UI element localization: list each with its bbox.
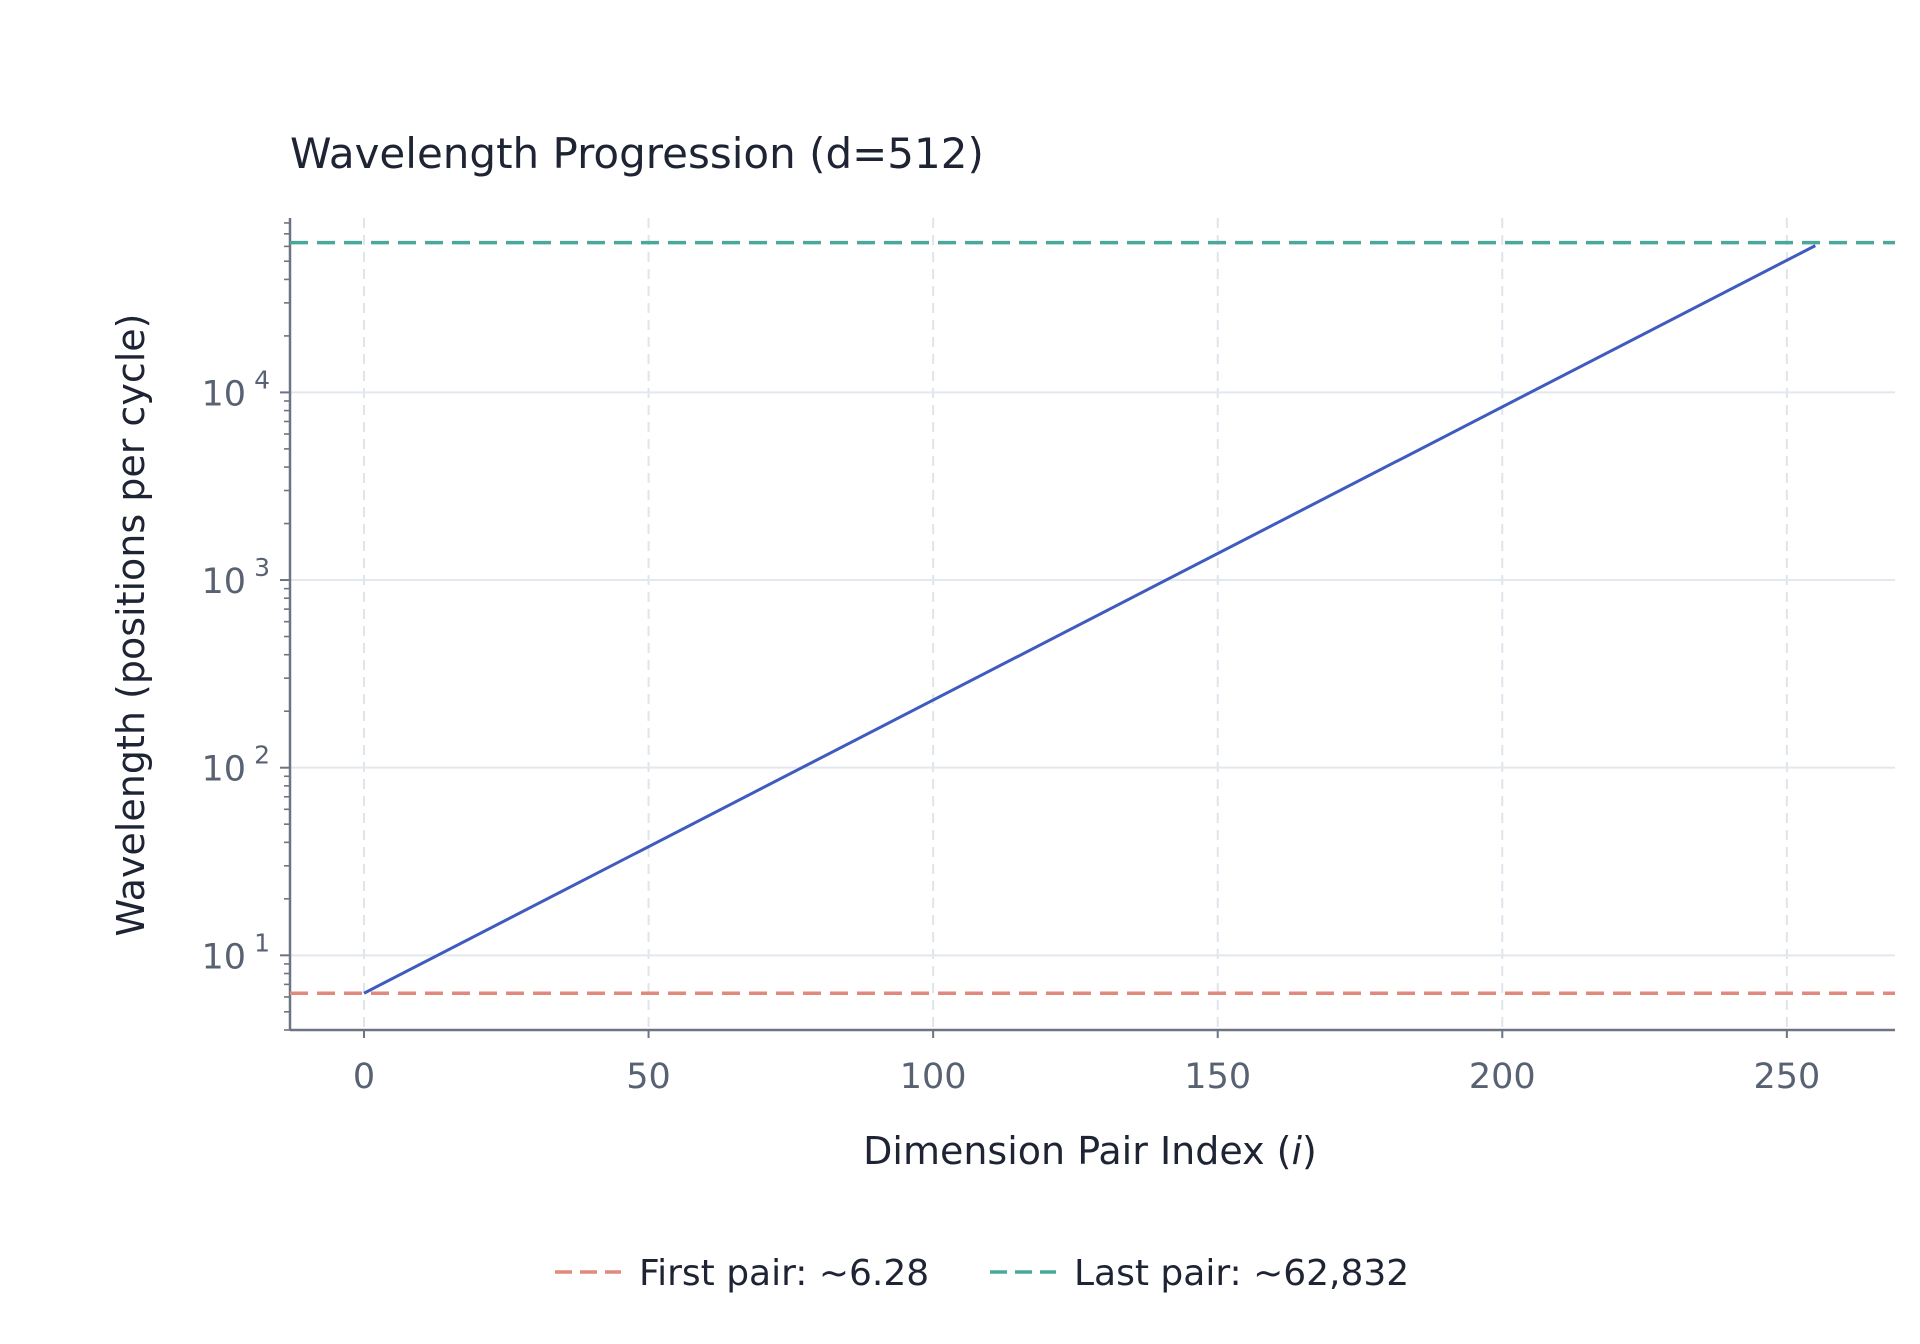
y-tick-exponent: 2 [254, 741, 270, 770]
legend: First pair: ~6.28 Last pair: ~62,832 [555, 1253, 1409, 1294]
y-axis-ticks: 10 1 10 2 10 3 10 4 [201, 222, 290, 1031]
data-series [363, 244, 1817, 995]
series-line [363, 244, 1817, 995]
x-tick-label: 100 [900, 1057, 967, 1097]
y-axis-label: Wavelength (positions per cycle) [109, 314, 153, 937]
axes [288, 218, 1895, 1032]
reference-lines [290, 240, 1895, 995]
y-tick-label: 10 [201, 562, 246, 602]
x-tick-label: 0 [353, 1057, 375, 1097]
y-tick-label: 10 [201, 937, 246, 977]
x-tick-label: 50 [626, 1057, 671, 1097]
y-tick-label: 10 [201, 374, 246, 414]
y-tick-label: 10 [201, 750, 246, 790]
y-tick-exponent: 4 [254, 365, 270, 394]
legend-label: Last pair: ~62,832 [1074, 1253, 1409, 1294]
x-tick-label: 250 [1753, 1057, 1820, 1097]
y-tick-exponent: 3 [254, 553, 270, 582]
chart-title: Wavelength Progression (d=512) [290, 129, 984, 178]
x-tick-label: 200 [1469, 1057, 1536, 1097]
x-tick-label: 150 [1184, 1057, 1251, 1097]
x-axis-label: Dimension Pair Index (i) [863, 1129, 1317, 1173]
legend-label: First pair: ~6.28 [639, 1253, 929, 1294]
grid-lines [290, 218, 1895, 1030]
x-axis-ticks: 0 50 100 150 200 250 [353, 1030, 1820, 1097]
y-tick-exponent: 1 [254, 928, 270, 957]
